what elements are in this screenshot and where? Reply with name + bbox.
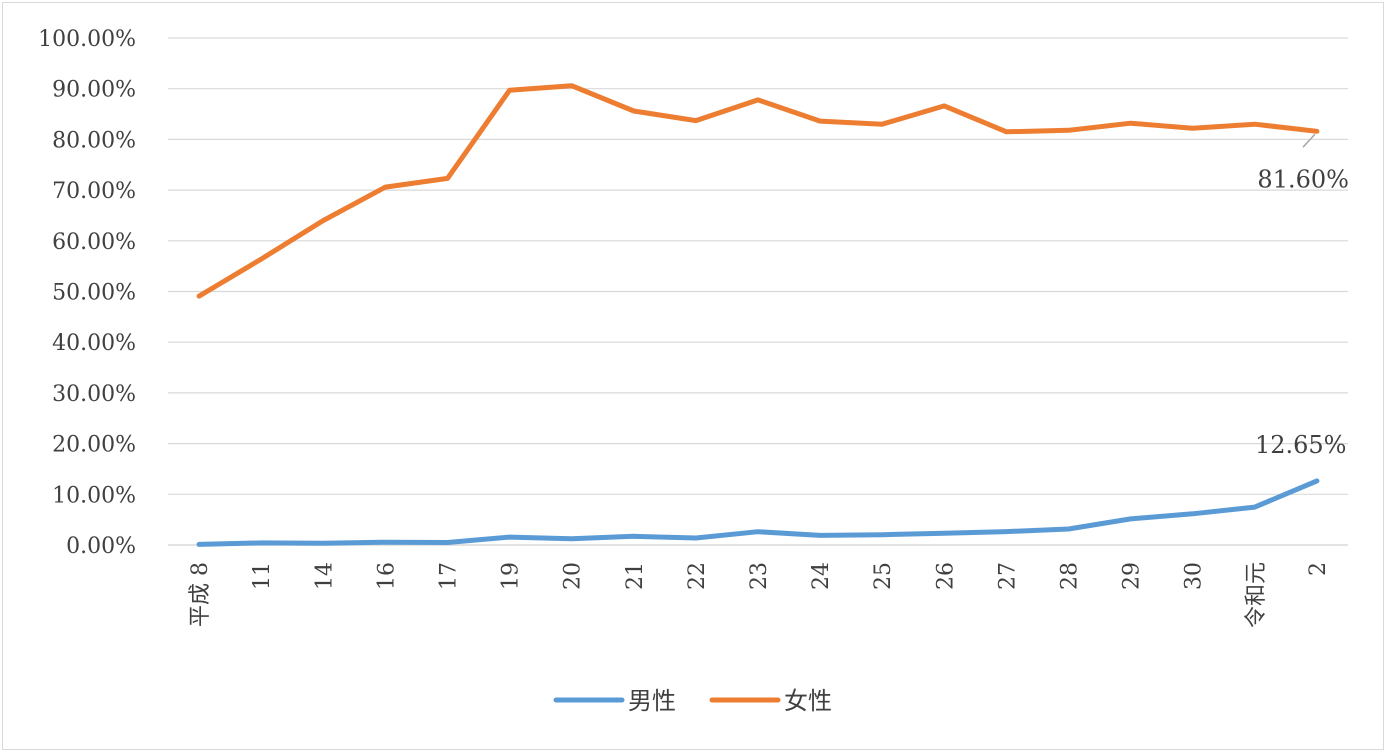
y-tick-label: 60.00% bbox=[52, 230, 136, 255]
data-labels: 81.60% 12.65% bbox=[1255, 133, 1349, 459]
y-tick-label: 80.00% bbox=[52, 128, 136, 153]
y-tick-label: 0.00% bbox=[66, 534, 136, 559]
x-tick-label: 2 bbox=[1306, 562, 1331, 576]
y-tick-label: 40.00% bbox=[52, 331, 136, 356]
x-tick-label: 平成 8 bbox=[188, 562, 213, 627]
x-tick-label: 26 bbox=[933, 562, 958, 590]
y-tick-label: 20.00% bbox=[52, 433, 136, 458]
x-tick-label: 28 bbox=[1058, 562, 1083, 590]
legend: 男性 女性 bbox=[553, 687, 832, 715]
x-tick-label: 25 bbox=[871, 562, 896, 590]
series-lines bbox=[196, 83, 1320, 547]
x-tick-label: 24 bbox=[809, 562, 834, 590]
y-tick-label: 10.00% bbox=[52, 483, 136, 508]
series-line-0 bbox=[196, 478, 1320, 547]
x-tick-label: 令和元 bbox=[1244, 562, 1269, 628]
y-tick-label: 100.00% bbox=[38, 27, 136, 52]
x-tick-label: 11 bbox=[250, 562, 275, 590]
x-tick-label: 22 bbox=[685, 562, 710, 590]
legend-label: 女性 bbox=[784, 687, 832, 715]
y-tick-label: 30.00% bbox=[52, 382, 136, 407]
x-tick-label: 20 bbox=[561, 562, 586, 590]
x-tick-label: 29 bbox=[1120, 562, 1145, 590]
x-tick-label: 14 bbox=[312, 562, 337, 590]
x-axis-ticks: 平成 8 11 14 16 17 19 20 21 22 23 24 25 26 27 28 29 30 令和元 2 bbox=[188, 562, 1331, 628]
legend-label: 男性 bbox=[628, 687, 676, 715]
x-tick-label: 17 bbox=[436, 562, 461, 590]
y-axis-ticks: 0.00% 10.00% 20.00% 30.00% 40.00% 50.00% 60.00… bbox=[38, 27, 136, 559]
x-tick-label: 21 bbox=[623, 562, 648, 590]
x-tick-label: 27 bbox=[995, 562, 1020, 590]
x-tick-label: 16 bbox=[374, 562, 399, 590]
data-label: 12.65% bbox=[1255, 431, 1347, 459]
y-tick-label: 70.00% bbox=[52, 179, 136, 204]
x-tick-label: 30 bbox=[1182, 562, 1207, 590]
y-tick-label: 50.00% bbox=[52, 281, 136, 306]
gridlines bbox=[168, 37, 1348, 546]
x-tick-label: 19 bbox=[499, 562, 524, 590]
data-label: 81.60% bbox=[1257, 165, 1349, 193]
data-label-leader bbox=[1302, 133, 1316, 148]
y-tick-label: 90.00% bbox=[52, 78, 136, 103]
series-line-1 bbox=[196, 83, 1320, 299]
x-tick-label: 23 bbox=[747, 562, 772, 590]
